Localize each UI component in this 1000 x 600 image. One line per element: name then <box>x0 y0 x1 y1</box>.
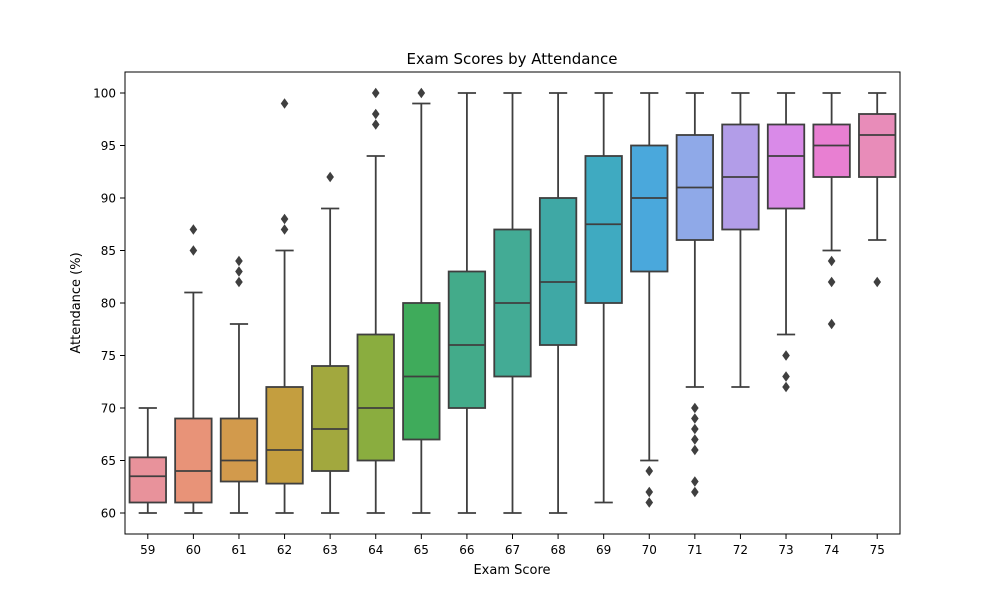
y-tick-label: 95 <box>101 139 116 153</box>
plot-area <box>128 87 897 514</box>
box-group <box>538 92 578 514</box>
outlier-point <box>691 402 699 414</box>
box-group <box>219 255 259 514</box>
y-tick-label: 85 <box>101 244 116 258</box>
iqr-box <box>584 155 623 304</box>
x-tick-label: 75 <box>870 543 885 557</box>
chart-title: Exam Scores by Attendance <box>407 50 618 68</box>
outlier-point <box>691 444 699 456</box>
iqr-box <box>858 113 897 178</box>
iqr-box <box>219 417 259 483</box>
outlier-point <box>645 486 654 498</box>
box-group <box>311 171 350 514</box>
y-tick-label: 100 <box>93 87 116 101</box>
y-tick-label: 80 <box>101 297 116 311</box>
outlier-point <box>371 87 380 99</box>
box-group <box>402 87 441 514</box>
outlier-point <box>235 266 243 277</box>
outlier-point <box>189 224 198 235</box>
y-axis: 60 65 70 75 80 85 90 95 100 <box>93 87 125 521</box>
x-tick-label: 64 <box>368 543 383 557</box>
x-tick-label: 73 <box>778 543 793 557</box>
outlier-point <box>280 224 289 235</box>
outlier-point <box>827 318 836 330</box>
box-group <box>858 92 897 288</box>
outlier-point <box>691 486 699 498</box>
y-tick-label: 60 <box>101 507 116 521</box>
outlier-point <box>782 350 790 361</box>
x-axis-label: Exam Score <box>473 563 550 578</box>
outlier-point <box>691 434 699 445</box>
outlier-point <box>873 276 882 288</box>
outlier-point <box>827 276 836 288</box>
y-tick-label: 70 <box>101 402 116 416</box>
box-group <box>128 407 167 514</box>
x-tick-label: 61 <box>231 543 246 557</box>
x-tick-label: 72 <box>733 543 748 557</box>
iqr-box <box>402 302 441 441</box>
x-tick-label: 69 <box>596 543 611 557</box>
box-group <box>721 92 760 388</box>
outlier-point <box>235 255 243 267</box>
outlier-point <box>645 465 654 477</box>
outlier-point <box>827 255 836 267</box>
box-group <box>584 92 623 504</box>
x-tick-label: 71 <box>687 543 702 557</box>
outlier-point <box>371 108 380 120</box>
iqr-box <box>447 270 487 409</box>
box-group <box>447 92 487 514</box>
outlier-point <box>782 381 790 393</box>
outlier-point <box>235 276 243 288</box>
outlier-point <box>417 87 426 99</box>
x-tick-label: 59 <box>140 543 155 557</box>
box-group <box>356 87 395 514</box>
box-group <box>174 224 213 514</box>
y-axis-label: Attendance (%) <box>69 252 84 353</box>
x-tick-label: 67 <box>505 543 520 557</box>
outlier-point <box>280 213 289 225</box>
outlier-point <box>691 476 699 487</box>
y-tick-label: 65 <box>101 454 116 468</box>
x-tick-label: 74 <box>824 543 839 557</box>
iqr-box <box>265 386 304 485</box>
y-tick-label: 90 <box>101 192 116 206</box>
iqr-box <box>766 123 806 210</box>
iqr-box <box>538 197 578 346</box>
box-group <box>265 98 304 514</box>
box-group <box>675 92 714 498</box>
outlier-point <box>371 119 380 130</box>
iqr-box <box>128 456 167 504</box>
x-tick-label: 62 <box>277 543 292 557</box>
x-tick-label: 65 <box>414 543 429 557</box>
x-axis: 59 60 61 62 63 64 65 66 67 68 69 70 71 72 73 74 75 <box>140 534 885 557</box>
x-tick-label: 68 <box>550 543 565 557</box>
outlier-point <box>782 371 790 382</box>
outlier-point <box>280 98 289 109</box>
iqr-box <box>311 365 350 472</box>
iqr-box <box>630 144 669 273</box>
x-tick-label: 70 <box>642 543 657 557</box>
iqr-box <box>356 333 395 462</box>
box-group <box>630 92 669 508</box>
outlier-point <box>326 171 334 183</box>
x-tick-label: 63 <box>323 543 338 557</box>
outlier-point <box>645 497 654 508</box>
x-tick-label: 66 <box>459 543 474 557</box>
box-group <box>493 92 532 514</box>
box-group <box>766 92 806 393</box>
outlier-point <box>691 413 699 424</box>
box-group <box>812 92 851 330</box>
outlier-point <box>691 423 699 435</box>
iqr-box <box>812 123 851 178</box>
outlier-point <box>189 245 198 256</box>
y-tick-label: 75 <box>101 349 116 363</box>
x-tick-label: 60 <box>186 543 201 557</box>
iqr-box <box>174 417 213 504</box>
